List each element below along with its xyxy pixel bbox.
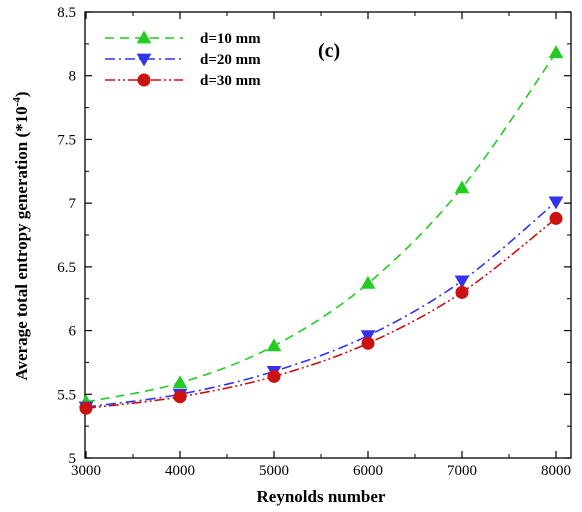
series-2 — [78, 196, 564, 415]
legend-label: d=10 mm — [200, 31, 261, 47]
series-layer — [78, 45, 564, 415]
x-tick-label: 8000 — [541, 463, 571, 479]
data-point — [454, 275, 470, 289]
series-line — [85, 52, 557, 403]
data-point — [549, 211, 563, 225]
panel-label: (c) — [318, 40, 340, 62]
legend-label: d=30 mm — [200, 73, 261, 89]
data-point — [267, 369, 281, 383]
x-tick-label: 6000 — [353, 463, 383, 479]
data-point — [548, 196, 564, 210]
y-tick-label: 5.5 — [57, 387, 76, 403]
y-tick-label: 5 — [69, 451, 77, 467]
y-tick-label: 8 — [69, 69, 77, 85]
legend-marker — [136, 30, 152, 44]
series-line — [85, 217, 557, 410]
y-axis-label-superscript: -4 — [11, 97, 23, 107]
data-point — [455, 285, 469, 299]
tick-layer: 3000 4000 5000 6000 7000 8000 5 5.5 6 6.5 7 7.5 8 8.5 — [57, 5, 571, 479]
data-point — [548, 45, 564, 59]
data-point — [173, 390, 187, 404]
y-tick-label: 8.5 — [57, 5, 76, 21]
data-point — [79, 401, 93, 415]
legend-marker — [136, 53, 152, 67]
legend: d=10 mm d=20 mm d=30 mm — [105, 30, 261, 89]
series-line — [85, 201, 557, 408]
legend-marker — [137, 73, 151, 87]
x-tick-label: 7000 — [447, 463, 477, 479]
plot-frame — [84, 11, 572, 459]
legend-label: d=20 mm — [200, 52, 261, 68]
y-axis-label-close: ) — [12, 92, 31, 98]
series-1 — [78, 45, 564, 408]
y-tick-label: 6 — [69, 324, 77, 340]
x-tick-label: 5000 — [259, 463, 289, 479]
y-axis-label-main: Average total entropy generation (*10 — [12, 106, 31, 380]
x-tick-label: 4000 — [165, 463, 195, 479]
y-tick-label: 7 — [69, 196, 77, 212]
y-axis-label: Average total entropy generation (*10-4) — [11, 92, 31, 381]
x-tick-label: 3000 — [71, 463, 101, 479]
y-tick-label: 7.5 — [57, 132, 76, 148]
series-3 — [79, 211, 563, 415]
x-axis-label: Reynolds number — [257, 487, 386, 506]
data-point — [361, 336, 375, 350]
y-tick-label: 6.5 — [57, 260, 76, 276]
data-point — [266, 338, 282, 352]
data-point — [360, 330, 376, 344]
data-point — [172, 375, 188, 389]
data-point — [360, 275, 376, 289]
data-point — [454, 180, 470, 194]
